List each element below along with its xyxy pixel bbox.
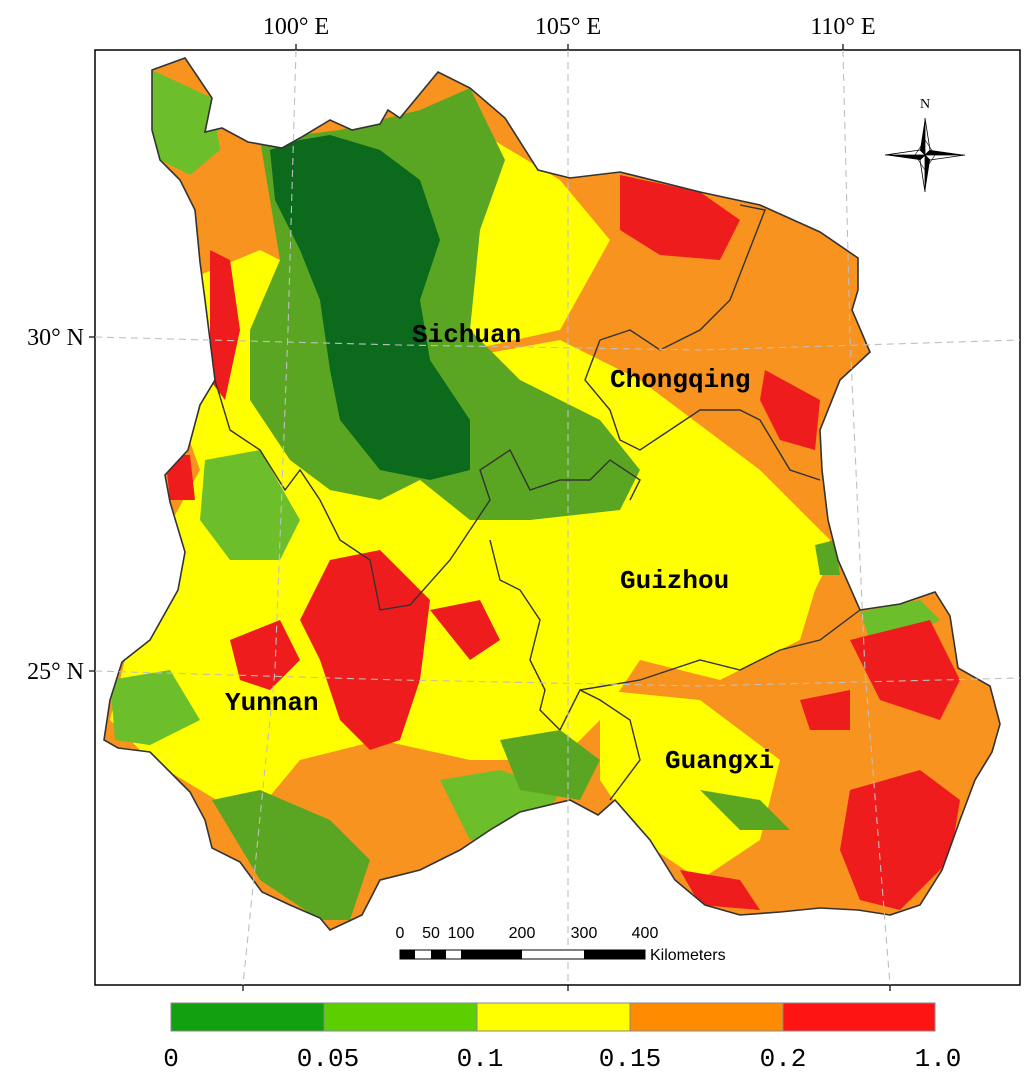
color-legend bbox=[170, 1002, 936, 1032]
north-label: N bbox=[920, 97, 930, 112]
legend-break-label: 0.1 bbox=[457, 1044, 504, 1074]
legend-break-label: 0.05 bbox=[297, 1044, 359, 1074]
north-arrow-icon bbox=[884, 117, 966, 193]
longitude-label: 105° E bbox=[535, 14, 601, 40]
legend-swatch bbox=[323, 1002, 478, 1032]
scale-unit: Kilometers bbox=[650, 947, 726, 964]
scale-tick: 200 bbox=[509, 925, 536, 942]
province-label-guizhou: Guizhou bbox=[620, 566, 729, 596]
latitude-label: 30° N bbox=[27, 325, 84, 351]
legend-break-label: 1.0 bbox=[915, 1044, 962, 1074]
province-label-guangxi: Guangxi bbox=[665, 746, 774, 776]
legend-break-label: 0.2 bbox=[760, 1044, 807, 1074]
province-label-chongqing: Chongqing bbox=[610, 365, 750, 395]
province-boundaries bbox=[214, 204, 861, 801]
scale-tick: 400 bbox=[632, 925, 659, 942]
risk-surface bbox=[104, 58, 1000, 930]
scale-tick: 100 bbox=[448, 925, 475, 942]
scale-tick: 300 bbox=[571, 925, 598, 942]
legend-break-label: 0 bbox=[163, 1044, 179, 1074]
legend-swatch bbox=[476, 1002, 631, 1032]
legend-swatch bbox=[782, 1002, 936, 1032]
longitude-label: 100° E bbox=[263, 14, 329, 40]
latitude-label: 25° N bbox=[27, 659, 84, 685]
province-label-sichuan: Sichuan bbox=[412, 320, 521, 350]
region-outline bbox=[103, 57, 1001, 931]
legend-swatch bbox=[629, 1002, 784, 1032]
frame-ticks bbox=[89, 44, 891, 991]
legend-break-label: 0.15 bbox=[599, 1044, 661, 1074]
scale-bar bbox=[399, 949, 646, 960]
graticule bbox=[94, 49, 1021, 986]
scale-tick: 50 bbox=[422, 925, 440, 942]
province-label-yunnan: Yunnan bbox=[225, 688, 319, 718]
scale-tick: 0 bbox=[396, 925, 405, 942]
legend-swatch bbox=[170, 1002, 325, 1032]
longitude-label: 110° E bbox=[810, 14, 875, 40]
